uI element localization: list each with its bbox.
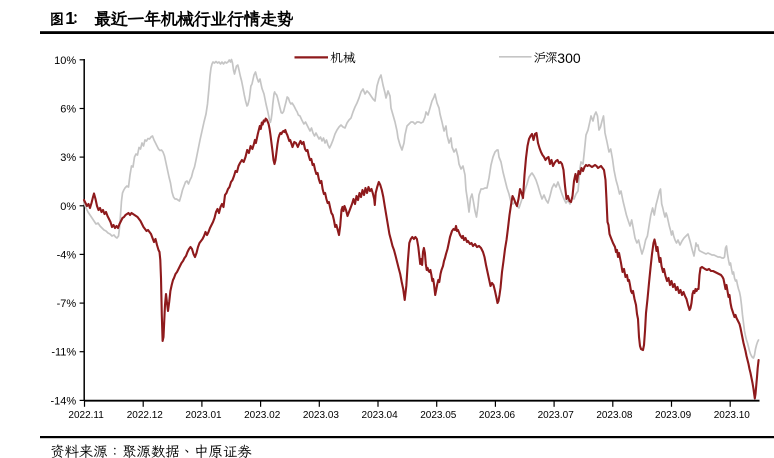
svg-text:3%: 3% <box>60 152 76 164</box>
svg-text:-7%: -7% <box>57 298 77 310</box>
svg-text:0%: 0% <box>60 201 76 213</box>
svg-text:2023.08: 2023.08 <box>596 410 633 421</box>
svg-text:2022.11: 2022.11 <box>68 410 104 421</box>
svg-text:2023.07: 2023.07 <box>538 410 575 421</box>
svg-text:2023.06: 2023.06 <box>479 410 516 421</box>
svg-text:10%: 10% <box>54 55 76 67</box>
svg-text:1: 1 <box>65 8 75 28</box>
svg-text:2023.10: 2023.10 <box>714 410 751 421</box>
svg-text:2023.04: 2023.04 <box>362 410 399 421</box>
svg-text:6%: 6% <box>60 104 76 116</box>
svg-text:-11%: -11% <box>51 347 76 359</box>
svg-text:2023.09: 2023.09 <box>655 410 692 421</box>
svg-text:2023.01: 2023.01 <box>185 410 222 421</box>
svg-text:2023.02: 2023.02 <box>244 410 281 421</box>
svg-text:-14%: -14% <box>51 395 77 407</box>
svg-text:2022.12: 2022.12 <box>127 410 164 421</box>
svg-text:2023.05: 2023.05 <box>420 410 457 421</box>
svg-text:2023.03: 2023.03 <box>303 410 340 421</box>
svg-text:-4%: -4% <box>57 249 77 261</box>
svg-text:300: 300 <box>557 50 581 66</box>
